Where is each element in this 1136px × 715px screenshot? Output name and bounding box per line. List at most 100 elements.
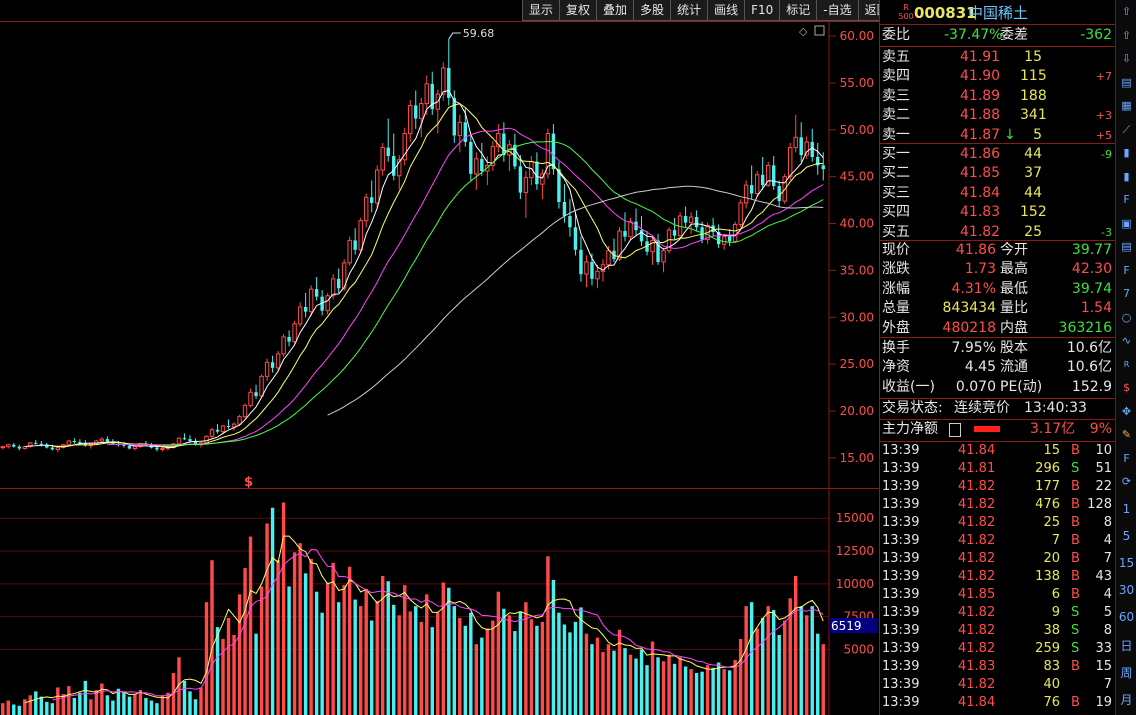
bids-price: 41.83 — [960, 204, 1001, 221]
toolbar-item-6[interactable]: F10 — [744, 0, 780, 21]
period-7[interactable]: 月 — [1120, 693, 1133, 707]
candle — [424, 83, 429, 105]
candle — [656, 240, 660, 262]
candle — [358, 220, 363, 251]
asks-row[interactable]: 卖三 41.89 188 — [880, 87, 1116, 106]
tick-time: 13:39 — [882, 479, 920, 494]
doc-icon[interactable]: ▤ — [1121, 240, 1132, 253]
candle — [430, 83, 434, 110]
quote-label: 最高 — [1000, 261, 1028, 278]
tick-count: 10 — [1095, 443, 1112, 458]
candle — [672, 230, 677, 236]
period-0[interactable]: 1 — [1122, 502, 1131, 516]
toolbar-item-5[interactable]: 画线 — [707, 0, 745, 21]
dollar-icon[interactable]: $ — [1123, 381, 1130, 394]
period-3[interactable]: 30 — [1118, 583, 1135, 597]
pencil-icon[interactable]: ✎ — [1121, 428, 1132, 441]
tick-volume: 177 — [1035, 479, 1060, 494]
stock-name[interactable]: 中国稀土 — [968, 4, 1029, 22]
grid-icon[interactable]: ▦ — [1121, 99, 1132, 112]
toolbar-item-0[interactable]: 显示 — [522, 0, 560, 21]
asks-row[interactable]: 卖二 41.88 341 +3 — [880, 106, 1116, 125]
candle-icon[interactable]: ▮ — [1123, 146, 1130, 159]
bookmark-icon[interactable]: ▣ — [1121, 216, 1132, 230]
table-icon[interactable]: ▤ — [1121, 75, 1132, 89]
kline-chart[interactable]: 60.00 55.00 50.00 45.00 40.00 35.00 30.00 25.00… — [0, 0, 879, 715]
candle — [810, 141, 814, 157]
volume-bar — [744, 606, 748, 715]
volume-bar — [237, 594, 242, 715]
volume-bar — [182, 680, 187, 715]
volume-bar — [221, 638, 225, 715]
toolbar-item-4[interactable]: 统计 — [670, 0, 708, 21]
quote-label: 今开 — [1000, 242, 1028, 258]
candle — [341, 262, 347, 289]
volume-bar — [546, 556, 550, 715]
f7-icon[interactable]: 7 — [1123, 287, 1130, 300]
volume-bar — [199, 687, 203, 715]
period-4[interactable]: 60 — [1118, 610, 1135, 624]
bids-row[interactable]: 买二 41.85 37 — [880, 164, 1116, 183]
main-flow-row[interactable]: 主力净额 3.17亿 9% — [880, 420, 1116, 439]
period-6[interactable]: 周 — [1120, 666, 1133, 680]
asks-row[interactable]: 卖一 41.87 ↓ 5 +5 — [880, 126, 1116, 145]
volume-bar — [270, 507, 275, 715]
bids-price: 41.82 — [960, 223, 1001, 240]
candle — [821, 165, 825, 170]
toolbar-item-8[interactable]: -自选 — [816, 0, 858, 21]
circle-o-icon[interactable]: ○ — [1121, 310, 1132, 324]
detail-icon[interactable] — [949, 423, 961, 437]
toolbar-item-1[interactable]: 复权 — [559, 0, 597, 21]
candle — [34, 442, 38, 444]
volume-bar — [810, 606, 814, 715]
price-tick-label: 45.00 — [840, 170, 874, 184]
candle — [66, 440, 72, 446]
period-5[interactable]: 日 — [1120, 639, 1133, 653]
period-1[interactable]: 5 — [1122, 529, 1131, 543]
volume-bar — [425, 594, 429, 715]
quote-value: 1.54 — [1080, 300, 1112, 317]
bids-row[interactable]: 买三 41.84 44 — [880, 184, 1116, 203]
f-box-icon[interactable]: F — [1123, 263, 1130, 277]
volume-bar — [518, 611, 523, 715]
move-icon[interactable]: ✥ — [1121, 404, 1132, 418]
tick-row: 13:39 41.82 38 S 8 — [880, 622, 1116, 640]
quote-row: 总量 843434 量比 1.54 — [880, 299, 1116, 318]
candle — [447, 67, 451, 98]
volume-bar — [89, 699, 93, 715]
tick-price: 41.82 — [958, 515, 996, 530]
toolbar-item-7[interactable]: 标记 — [779, 0, 817, 21]
candle — [308, 288, 314, 313]
bids-row[interactable]: 买五 41.82 25 -3 — [880, 223, 1116, 242]
window-toggle-icon[interactable] — [814, 25, 825, 36]
bids-price: 41.86 — [960, 146, 1001, 162]
tick-count: 128 — [1087, 497, 1112, 512]
diamond-icon[interactable]: ◇ — [799, 25, 808, 38]
bids-row[interactable]: 买四 41.83 152 — [880, 203, 1116, 222]
f10-icon[interactable]: F — [1123, 193, 1130, 206]
asks-row[interactable]: 卖五 41.91 15 — [880, 48, 1116, 67]
tick-price: 41.82 — [958, 569, 996, 584]
candle-alt-icon[interactable]: ▮ — [1123, 169, 1130, 183]
candle — [600, 264, 606, 272]
period-2[interactable]: 15 — [1118, 556, 1135, 570]
candle — [771, 165, 776, 187]
refresh-icon[interactable]: ⟳ — [1121, 475, 1132, 488]
bids-row[interactable]: 买一 41.86 44 -9 — [880, 145, 1116, 164]
asks-row[interactable]: 卖四 41.90 115 +7 — [880, 67, 1116, 86]
F5-icon[interactable]: F — [1123, 451, 1130, 465]
wave-icon[interactable]: ∿ — [1121, 334, 1132, 347]
volume-bar — [667, 654, 671, 715]
tick-row: 13:39 41.81 296 S 51 — [880, 460, 1116, 478]
down-outline-icon[interactable]: ⇩ — [1121, 52, 1132, 65]
candle — [28, 442, 33, 448]
up-arrow-icon[interactable]: ⇧ — [1121, 5, 1132, 18]
toolbar-item-2[interactable]: 叠加 — [596, 0, 634, 21]
line-chart-icon[interactable]: ⟋ — [1122, 122, 1131, 136]
up-outline-icon[interactable]: ⇧ — [1121, 28, 1132, 42]
RSI-icon[interactable]: R — [1123, 359, 1130, 369]
asks-volume: 115 — [1020, 68, 1047, 85]
candle — [595, 270, 600, 280]
dividend-marker[interactable]: $ — [244, 475, 253, 490]
toolbar-item-3[interactable]: 多股 — [633, 0, 671, 21]
